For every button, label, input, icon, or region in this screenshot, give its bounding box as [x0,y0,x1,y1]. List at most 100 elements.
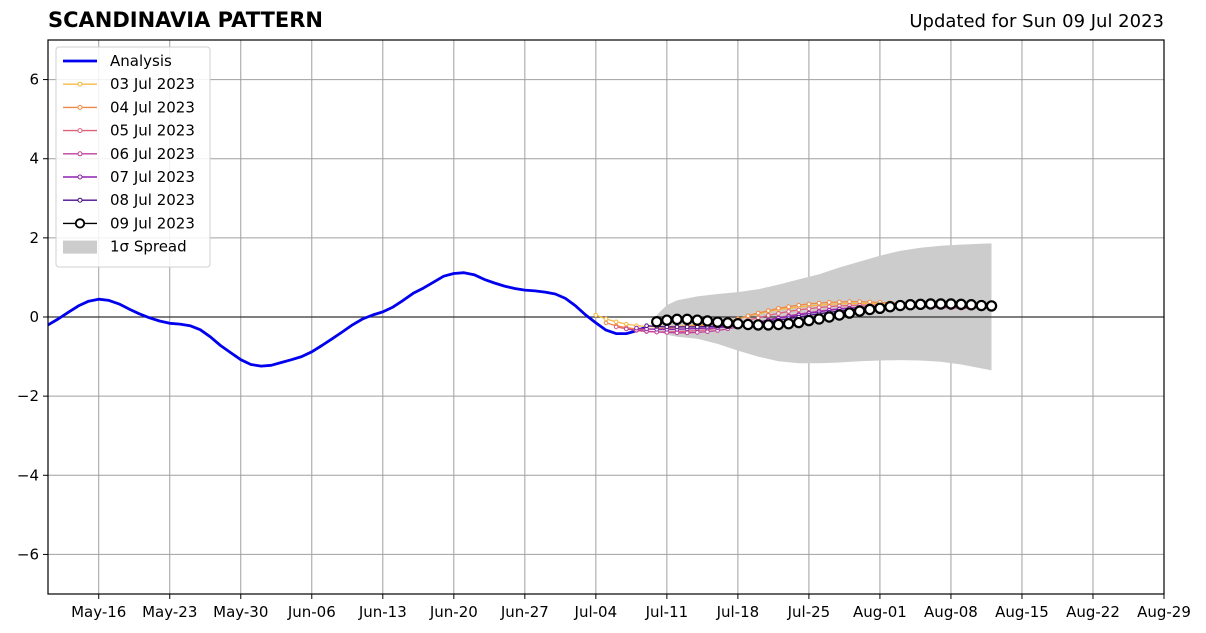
data-point [965,299,977,311]
data-point [935,298,947,310]
y-tick-label: 6 [29,71,39,89]
data-point [945,298,957,310]
data-point [894,299,906,312]
x-tick-label: May-16 [71,603,126,621]
x-tick-label: May-30 [213,603,268,621]
x-tick-label: Jul-18 [716,603,760,621]
data-point [722,317,734,329]
data-point [644,323,649,329]
data-point [975,299,988,312]
legend-label: 03 Jul 2023 [110,75,195,93]
data-point [695,330,700,335]
data-point [874,302,886,314]
data-point [803,314,815,327]
data-point [603,320,609,326]
data-point [985,300,998,312]
data-point [742,318,754,331]
series-group [47,271,998,368]
series-0 [47,271,648,368]
data-point [806,306,812,311]
data-point [843,307,856,319]
data-point [593,312,599,318]
data-point [634,325,639,331]
y-tick-label: 4 [29,150,39,168]
data-point [766,308,771,313]
data-point [823,311,835,323]
data-point [661,314,673,326]
data-point [701,315,714,327]
data-point [924,298,937,310]
chart-title: SCANDINAVIA PATTERN [48,8,323,32]
data-point [623,321,629,327]
legend-label: 07 Jul 2023 [110,168,195,186]
legend-item: 05 Jul 2023 [63,122,195,140]
data-point [623,326,629,332]
legend-item: 03 Jul 2023 [63,75,195,93]
data-point [755,310,761,316]
x-tick-label: May-23 [142,603,197,621]
legend-label: 09 Jul 2023 [110,214,195,232]
legend-label: 1σ Spread [110,238,187,256]
legend-marker [77,104,83,110]
legend-marker [77,81,83,87]
legend-marker [77,197,83,203]
data-point [603,316,609,322]
x-tick-label: Aug-22 [1066,603,1120,621]
updated-date: Updated for Sun 09 Jul 2023 [909,11,1164,32]
data-point [786,309,791,314]
data-point [782,318,795,330]
data-point [772,318,785,331]
y-tick-label: −6 [17,545,39,563]
data-point [847,299,852,304]
x-tick-label: Jul-11 [645,603,689,621]
legend-box [55,46,211,268]
legend-label: 04 Jul 2023 [110,98,195,116]
data-point [796,302,802,308]
data-point [796,307,802,313]
legend-marker [77,174,83,180]
legend-label: 05 Jul 2023 [110,122,195,140]
legend-label: 06 Jul 2023 [110,145,195,163]
legend-item: 09 Jul 2023 [63,214,195,232]
data-point [837,299,842,305]
data-point [816,305,822,310]
data-point [745,313,751,319]
data-point [955,298,967,311]
data-point [684,324,690,330]
legend-swatch [63,240,97,254]
legend-marker [77,128,83,134]
data-point [816,300,822,306]
data-point [674,330,680,336]
x-tick-label: Aug-01 [853,603,907,621]
x-tick-label: Jul-04 [574,603,618,621]
data-point [776,305,781,311]
series-line [47,271,648,368]
data-point [681,313,693,326]
data-point [732,318,744,330]
data-point [755,315,761,321]
legend-item: Analysis [63,52,172,70]
data-point [613,324,619,330]
data-point [793,316,805,329]
data-point [684,330,690,336]
x-tick-label: Aug-15 [995,603,1049,621]
x-tick-label: Jun-06 [287,603,336,621]
legend-label: 08 Jul 2023 [110,191,195,209]
data-point [776,311,781,316]
data-point [826,300,832,305]
legend-item: 08 Jul 2023 [63,191,195,209]
x-tick-label: Aug-08 [924,603,978,621]
data-point [651,316,663,328]
x-tick-label: Jul-25 [787,603,831,621]
data-point [884,301,896,313]
data-point [857,299,862,304]
x-tick-label: Jun-27 [500,603,549,621]
x-tick-label: Jun-13 [358,603,407,621]
y-tick-label: 0 [29,308,39,326]
y-tick-label: −2 [17,387,39,405]
data-point [711,316,724,328]
y-tick-label: 2 [29,229,39,247]
legend-marker [77,151,83,157]
axes: May-16 May-23 May-30 Jun-06 Jun-13 Jun-20 Jun-… [17,39,1191,621]
data-point [904,299,917,311]
